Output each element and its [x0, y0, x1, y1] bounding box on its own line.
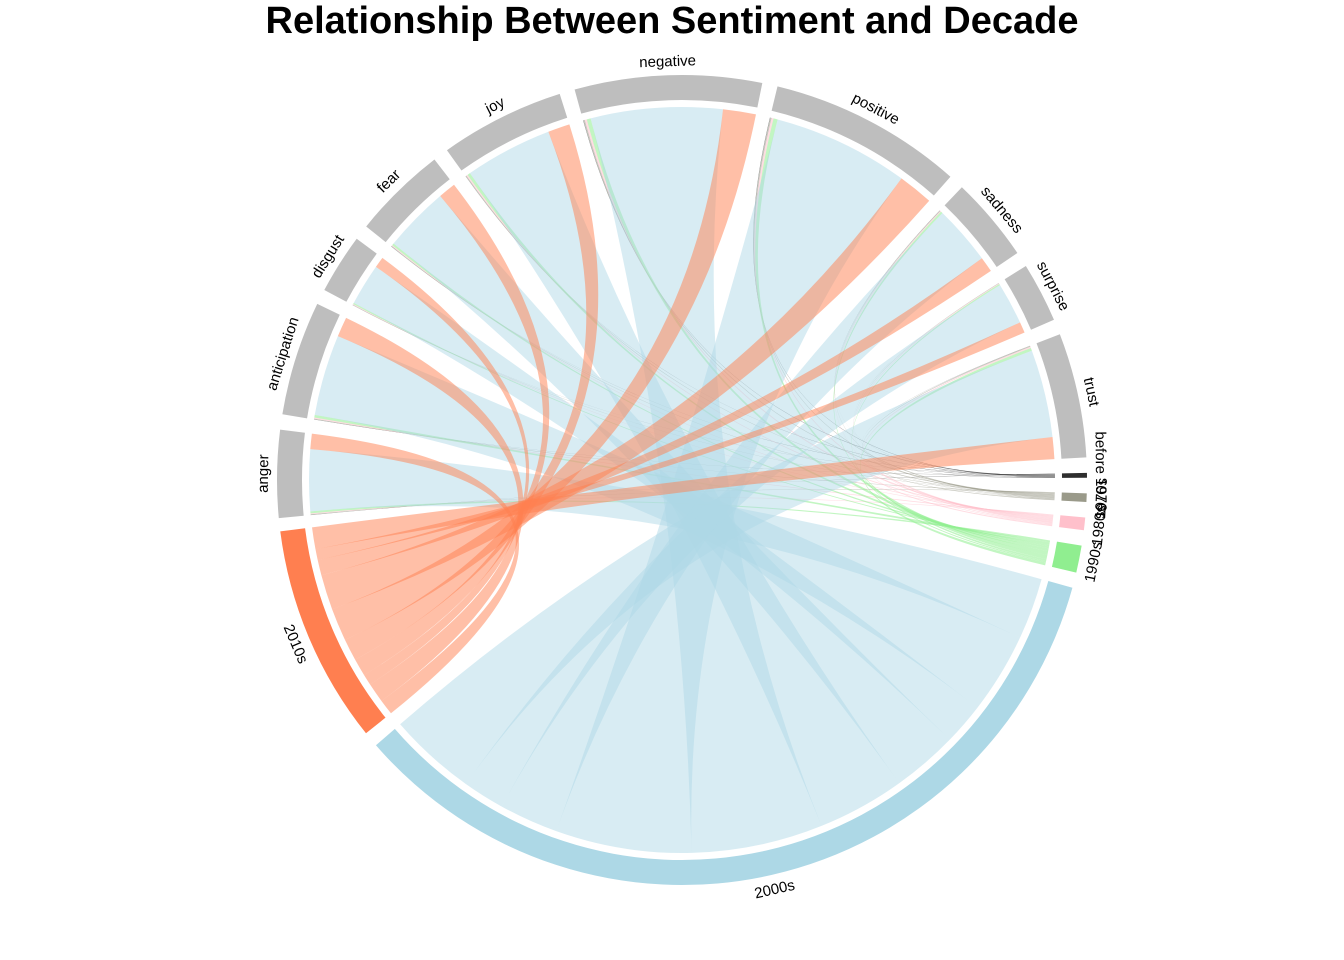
chart-title: Relationship Between Sentiment and Decad…	[265, 0, 1079, 42]
ribbon-surprise-2000s	[465, 285, 1021, 807]
chord-ribbons	[309, 107, 1055, 854]
sector-1990s	[1051, 541, 1082, 573]
sector-1970s	[1061, 492, 1087, 503]
sector-label-1990s: 1990s	[1081, 540, 1106, 583]
sector-label-joy: joy	[482, 93, 508, 117]
sector-sadness	[944, 187, 1018, 268]
ribbon-positive-1990s	[755, 118, 1048, 560]
sector-label-2000s: 2000s	[753, 877, 797, 903]
sector-anger	[277, 429, 305, 519]
ribbon-disgust-2000s	[353, 266, 978, 740]
sector-label-anger: anger	[255, 454, 273, 493]
sector-fear	[366, 159, 450, 243]
sector-positive	[771, 86, 951, 196]
sector-label-negative: negative	[639, 52, 696, 71]
ribbon-anticipation-2010s	[337, 317, 524, 701]
sector-negative	[574, 75, 763, 114]
ribbon-disgust-2010s	[364, 257, 530, 685]
sector-label-1980s: 1980s	[1089, 504, 1110, 546]
sector-2010s	[280, 528, 386, 734]
sector-anticipation	[282, 303, 340, 419]
sector-1980s	[1059, 515, 1086, 531]
sector-label-before-1970s: before 1970s	[1091, 431, 1109, 519]
ribbon-anger-1980s	[310, 496, 1054, 516]
sector-surprise	[1004, 266, 1054, 330]
ribbon-positive-2010s	[321, 178, 930, 610]
sector-joy	[446, 93, 568, 171]
sector-trust	[1036, 334, 1087, 459]
sector-2000s	[375, 581, 1073, 885]
sector-label-trust: trust	[1080, 376, 1103, 409]
ribbon-joy-2000s	[469, 131, 900, 826]
ribbon-sadness-2000s	[501, 213, 982, 832]
ribbon-joy-2010s	[345, 124, 599, 660]
sector-before-1970s	[1061, 472, 1087, 478]
ribbon-trust-2010s	[312, 437, 1055, 550]
ribbon-fear-2010s	[355, 184, 550, 676]
ribbon-anticipation-1990s	[314, 414, 1050, 546]
sector-label-1970s: 1970s	[1092, 478, 1111, 520]
ribbon-surprise-2010s	[315, 322, 1025, 561]
ribbon-anger-2010s	[310, 433, 520, 714]
sector-disgust	[324, 238, 377, 302]
chord-sectors	[277, 75, 1087, 885]
